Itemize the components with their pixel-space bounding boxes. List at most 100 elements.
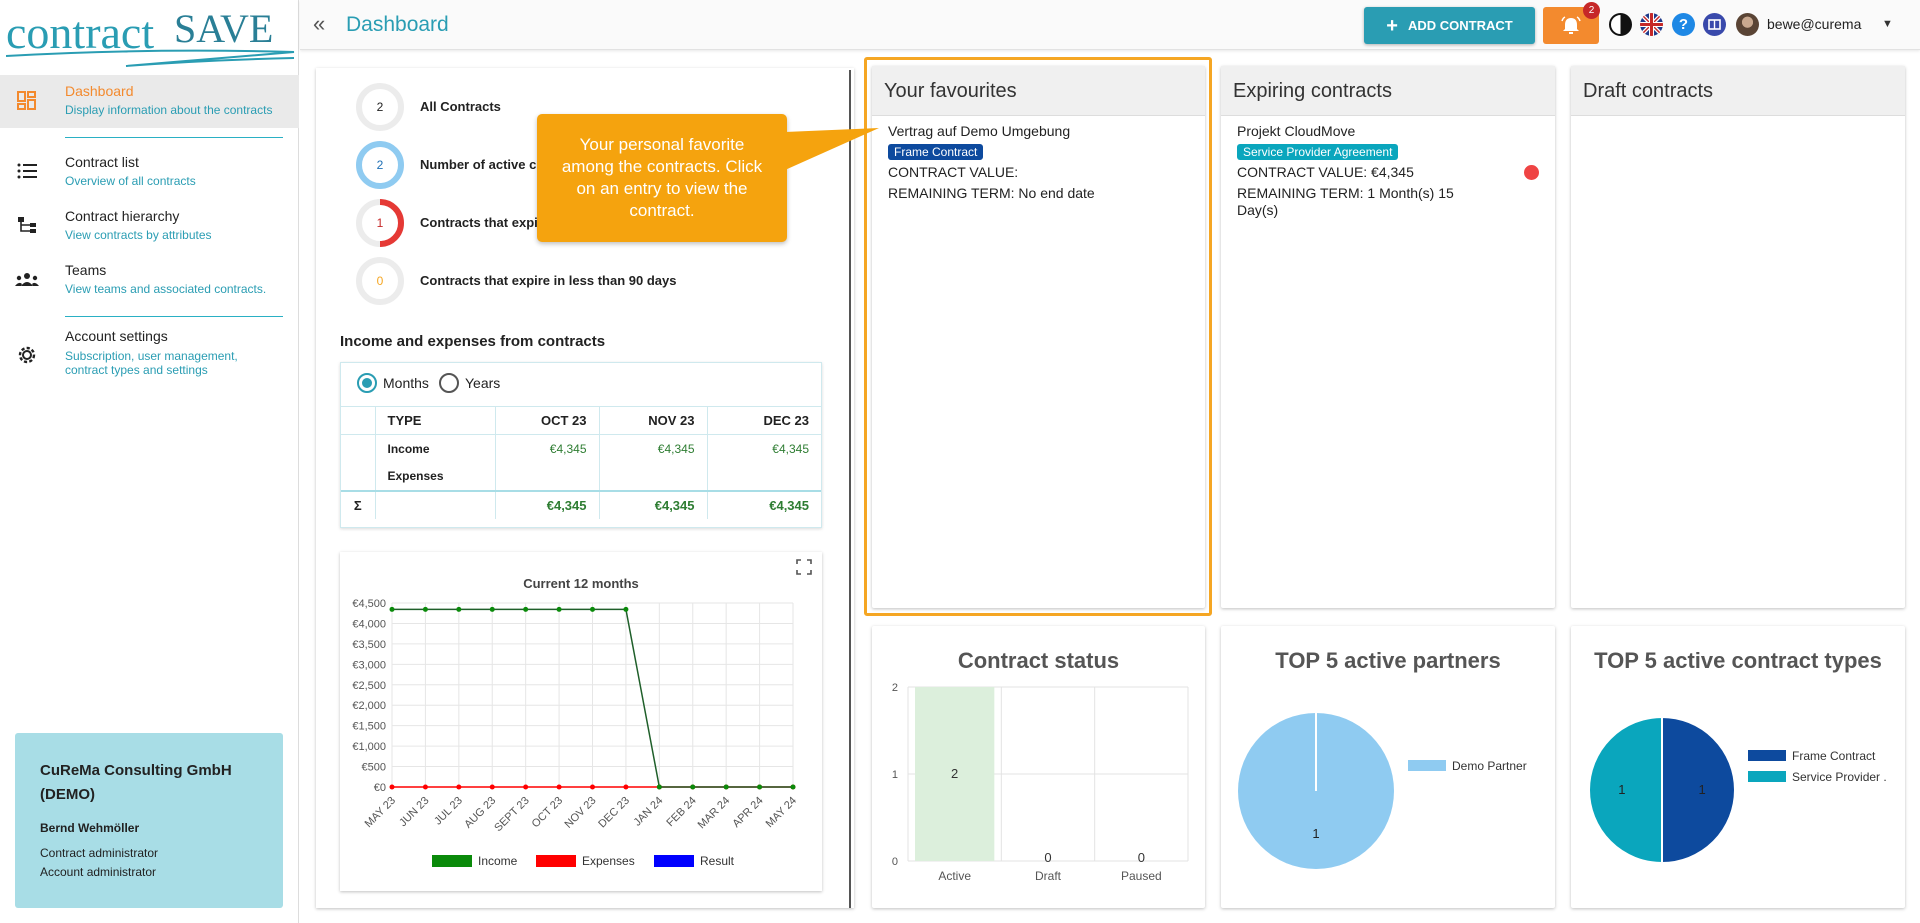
x-tick-label: NOV 23 [562,795,598,831]
data-point-income [556,606,562,612]
y-tick-label: €3,000 [352,659,386,671]
y-tick-label: €2,000 [352,700,386,712]
stat-label: All Contracts [420,99,501,114]
bell-icon [1561,15,1581,34]
stat-ring: 2 [356,141,404,189]
top-partners-card: TOP 5 active partners 1 Demo Partner [1221,626,1555,908]
stat-value: 2 [377,100,384,114]
data-point-expenses [523,784,529,790]
stat-label: Contracts that expi [420,215,538,230]
radio-years[interactable]: Years [439,373,500,393]
sidebar-item-subtitle: Display information about the contracts [65,103,273,117]
list-icon [14,158,40,184]
data-point-income [723,784,729,790]
fullscreen-expand-icon[interactable] [796,559,812,575]
logo-text-contract: contract [6,7,154,58]
y-tick-label: €1,000 [352,741,386,753]
column-header: TYPE [375,406,496,435]
x-tick-label: JUN 23 [397,795,431,829]
bar-value-label: 0 [1044,850,1051,865]
expiring-entry-name[interactable]: Projekt CloudMove [1237,123,1356,139]
expiring-title: Expiring contracts [1221,66,1555,116]
contrast-toggle-icon[interactable] [1609,13,1632,36]
data-point-income [790,784,796,790]
sidebar-item-dashboard[interactable]: Dashboard Display information about the … [0,75,299,128]
income-expenses-title: Income and expenses from contracts [340,333,606,350]
table-header-row: TYPE OCT 23 NOV 23 DEC 23 [341,406,821,435]
table-cell [707,463,821,491]
favourites-card: Your favourites Vertrag auf Demo Umgebun… [872,66,1205,608]
contract-value: CONTRACT VALUE: [888,164,1019,180]
legend-label: Result [700,854,735,868]
column-header: NOV 23 [599,406,708,435]
x-tick-label: Draft [1035,869,1062,883]
manual-book-icon[interactable] [1703,13,1726,36]
legend-label: Frame Contract [1792,749,1876,763]
y-tick-label: €4,000 [352,618,386,630]
sidebar-item-subtitle: contract types and settings [65,363,208,377]
help-icon[interactable]: ? [1672,13,1695,36]
collapse-sidebar-icon[interactable]: « [313,11,326,36]
remaining-term: Day(s) [1237,202,1279,218]
legend-label: Expenses [582,854,635,868]
tooltip-pointer [785,128,879,170]
line-chart-card: Current 12 months €0 €500 €1,000 €1,500 €2,0… [340,552,822,891]
x-tick-label: MAR 24 [696,795,733,832]
table-cell: €4,345 [495,434,600,463]
expiry-warning-dot [1524,165,1539,180]
income-expenses-table-card: Months Years TYPE OCT 23 NOV 23 DEC 23 I… [340,362,822,528]
table-cell [495,462,600,491]
uk-flag-icon[interactable] [1640,13,1663,36]
stat-label: Contracts that expire in less than 90 da… [420,273,677,288]
data-point-income [422,606,428,612]
sidebar-item-label: Contract list [65,154,139,170]
stat-ring: 1 [356,199,404,247]
data-point-expenses [389,784,395,790]
panel-scrollbar[interactable] [849,70,851,908]
sidebar-item-subtitle: View teams and associated contracts. [65,282,267,296]
contractsave-logo[interactable]: contract SAVE [6,4,296,70]
notification-count-badge: 2 [1583,2,1600,19]
stat-value: 2 [377,158,384,172]
user-menu-name[interactable]: bewe@curema [1767,16,1862,32]
legend-label: Service Provider . [1792,770,1887,784]
data-point-income [656,784,662,790]
x-tick-label: MAY 23 [363,795,398,830]
table-cell [599,462,708,491]
user-role: Account administrator [40,865,157,879]
data-point-expenses [590,784,595,790]
x-tick-label: OCT 23 [530,795,566,831]
radio-months[interactable]: Months [357,373,429,393]
user-full-name: Bernd Wehmöller [40,821,140,835]
legend-swatch [1748,750,1786,761]
income-expenses-table: TYPE OCT 23 NOV 23 DEC 23 Income €4,345 … [341,406,821,519]
chart-title: Contract status [957,648,1120,673]
sidebar-item-contract-hierarchy[interactable]: Contract hierarchy View contracts by att… [0,200,299,248]
nav-divider [65,316,283,317]
sidebar-item-contract-list[interactable]: Contract list Overview of all contracts [0,146,299,194]
page-title: Dashboard [346,13,449,36]
company-info-card: CuReMa Consulting GmbH (DEMO) Bernd Wehm… [15,733,283,908]
sum-cell: €4,345 [707,489,821,519]
y-tick-label: €4,500 [352,598,386,610]
sidebar-item-label: Account settings [65,328,168,344]
stat-label: Number of active c [420,157,537,172]
sidebar-item-account-settings[interactable]: Account settings Subscription, user mana… [0,324,299,384]
radio-selected-icon [357,373,377,393]
chevron-down-icon[interactable]: ▼ [1882,18,1893,30]
table-row: Expenses [341,462,821,491]
add-contract-button[interactable]: + ADD CONTRACT [1364,7,1535,44]
x-tick-label: Active [938,869,971,883]
data-point-income [757,784,763,790]
x-tick-label: FEB 24 [664,795,698,829]
radio-label: Months [383,375,429,391]
tour-tooltip[interactable]: Your personal favorite among the contrac… [537,114,787,242]
user-role: Contract administrator [40,846,159,860]
table-row: Income €4,345 €4,345 €4,345 [341,434,821,463]
sum-cell: €4,345 [495,489,600,519]
contract-type-badge: Frame Contract [888,144,984,160]
sidebar-item-teams[interactable]: Teams View teams and associated contract… [0,254,299,302]
user-avatar[interactable] [1736,13,1759,36]
favourite-entry-name[interactable]: Vertrag auf Demo Umgebung [888,123,1071,139]
